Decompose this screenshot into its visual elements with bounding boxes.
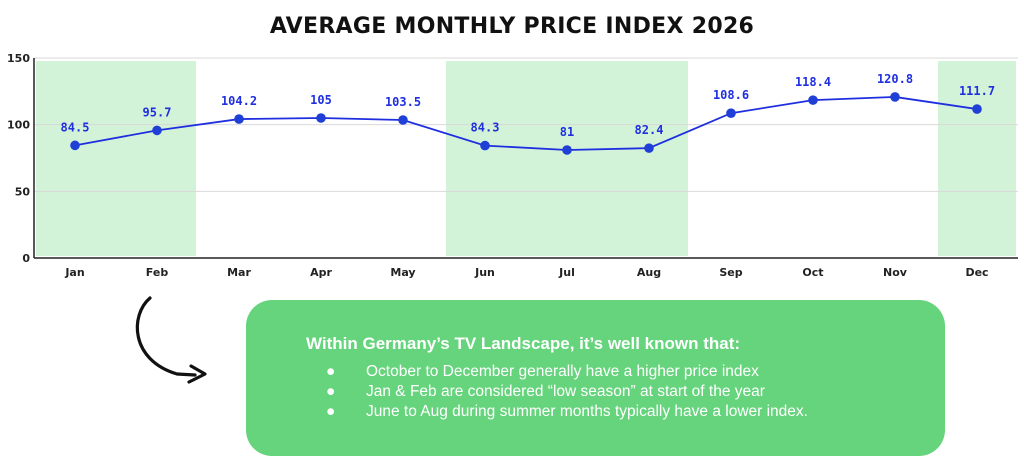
note-item: ● Jan & Feb are considered “low season” a… <box>306 382 945 402</box>
data-point <box>890 92 900 102</box>
x-tick-label: Dec <box>965 266 988 279</box>
y-tick-labels: 0 50 100 150 <box>7 52 30 265</box>
line-chart: 0 50 100 150 Jan Feb Mar Apr May Jun Jul Aug Sep Oct… <box>7 52 1018 279</box>
data-point <box>398 115 408 125</box>
note-list: ● October to December generally have a hi… <box>306 362 945 422</box>
y-tick-label: 50 <box>15 185 31 198</box>
data-point <box>316 113 326 123</box>
data-label: 103.5 <box>385 95 421 109</box>
y-tick-label: 100 <box>7 119 30 132</box>
x-tick-label: Aug <box>637 266 661 279</box>
data-point <box>480 140 490 151</box>
data-point <box>726 108 736 118</box>
x-tick-label: Mar <box>227 266 251 279</box>
data-label: 81 <box>560 125 574 139</box>
data-label: 105 <box>310 93 332 107</box>
note-item: ● June to Aug during summer months typica… <box>306 402 945 422</box>
data-point <box>562 145 572 155</box>
series-line <box>74 96 978 151</box>
data-label: 84.3 <box>471 121 500 135</box>
x-tick-label: Sep <box>719 266 742 279</box>
note-heading: Within Germany’s TV Landscape, it’s well… <box>306 334 741 353</box>
bullet-icon: ● <box>326 403 336 420</box>
y-tick-label: 0 <box>22 252 30 265</box>
x-tick-label: Oct <box>802 266 823 279</box>
note-box: Within Germany’s TV Landscape, it’s well… <box>246 300 945 456</box>
x-tick-label: Apr <box>310 266 332 279</box>
note-item-text: October to December generally have a hig… <box>366 363 759 380</box>
data-label: 82.4 <box>635 123 664 137</box>
bullet-icon: ● <box>326 383 336 400</box>
data-label: 84.5 <box>61 120 90 134</box>
curved-arrow-icon <box>135 296 207 384</box>
bullet-icon: ● <box>326 363 336 380</box>
data-label: 120.8 <box>877 72 913 86</box>
axes <box>33 58 1018 259</box>
x-tick-label: Jun <box>474 266 495 279</box>
highlight-band <box>938 61 1016 256</box>
highlight-bands <box>36 61 1016 256</box>
data-label: 118.4 <box>795 75 831 89</box>
x-tick-label: Jul <box>558 266 575 279</box>
data-label: 95.7 <box>143 105 172 119</box>
chart-title: AVERAGE MONTHLY PRICE INDEX 2026 <box>269 14 755 39</box>
data-point <box>808 95 818 105</box>
y-tick-label: 150 <box>7 52 30 65</box>
data-point <box>152 125 162 136</box>
x-tick-label: Jan <box>64 266 84 279</box>
highlight-band <box>36 61 196 256</box>
x-tick-label: Nov <box>883 266 908 279</box>
data-label: 108.6 <box>713 88 749 102</box>
note-item-text: Jan & Feb are considered “low season” at… <box>366 383 765 400</box>
data-label: 111.7 <box>959 84 995 98</box>
data-label: 104.2 <box>221 94 257 108</box>
data-point <box>70 140 80 151</box>
data-labels: 84.5 95.7 104.2 105 103.5 84.3 81 82.4 108.6 118.… <box>61 72 996 139</box>
series-line <box>74 96 978 151</box>
note-item: ● October to December generally have a hi… <box>306 362 945 382</box>
note-item-text: June to Aug during summer months typical… <box>366 403 808 420</box>
data-points <box>70 92 982 155</box>
data-point <box>234 114 244 124</box>
x-tick-labels: Jan Feb Mar Apr May Jun Jul Aug Sep Oct Nov Dec <box>64 266 988 279</box>
highlight-band <box>446 61 688 256</box>
x-tick-label: Feb <box>146 266 169 279</box>
data-point <box>644 143 654 153</box>
data-point <box>972 104 982 114</box>
x-tick-label: May <box>390 266 415 279</box>
